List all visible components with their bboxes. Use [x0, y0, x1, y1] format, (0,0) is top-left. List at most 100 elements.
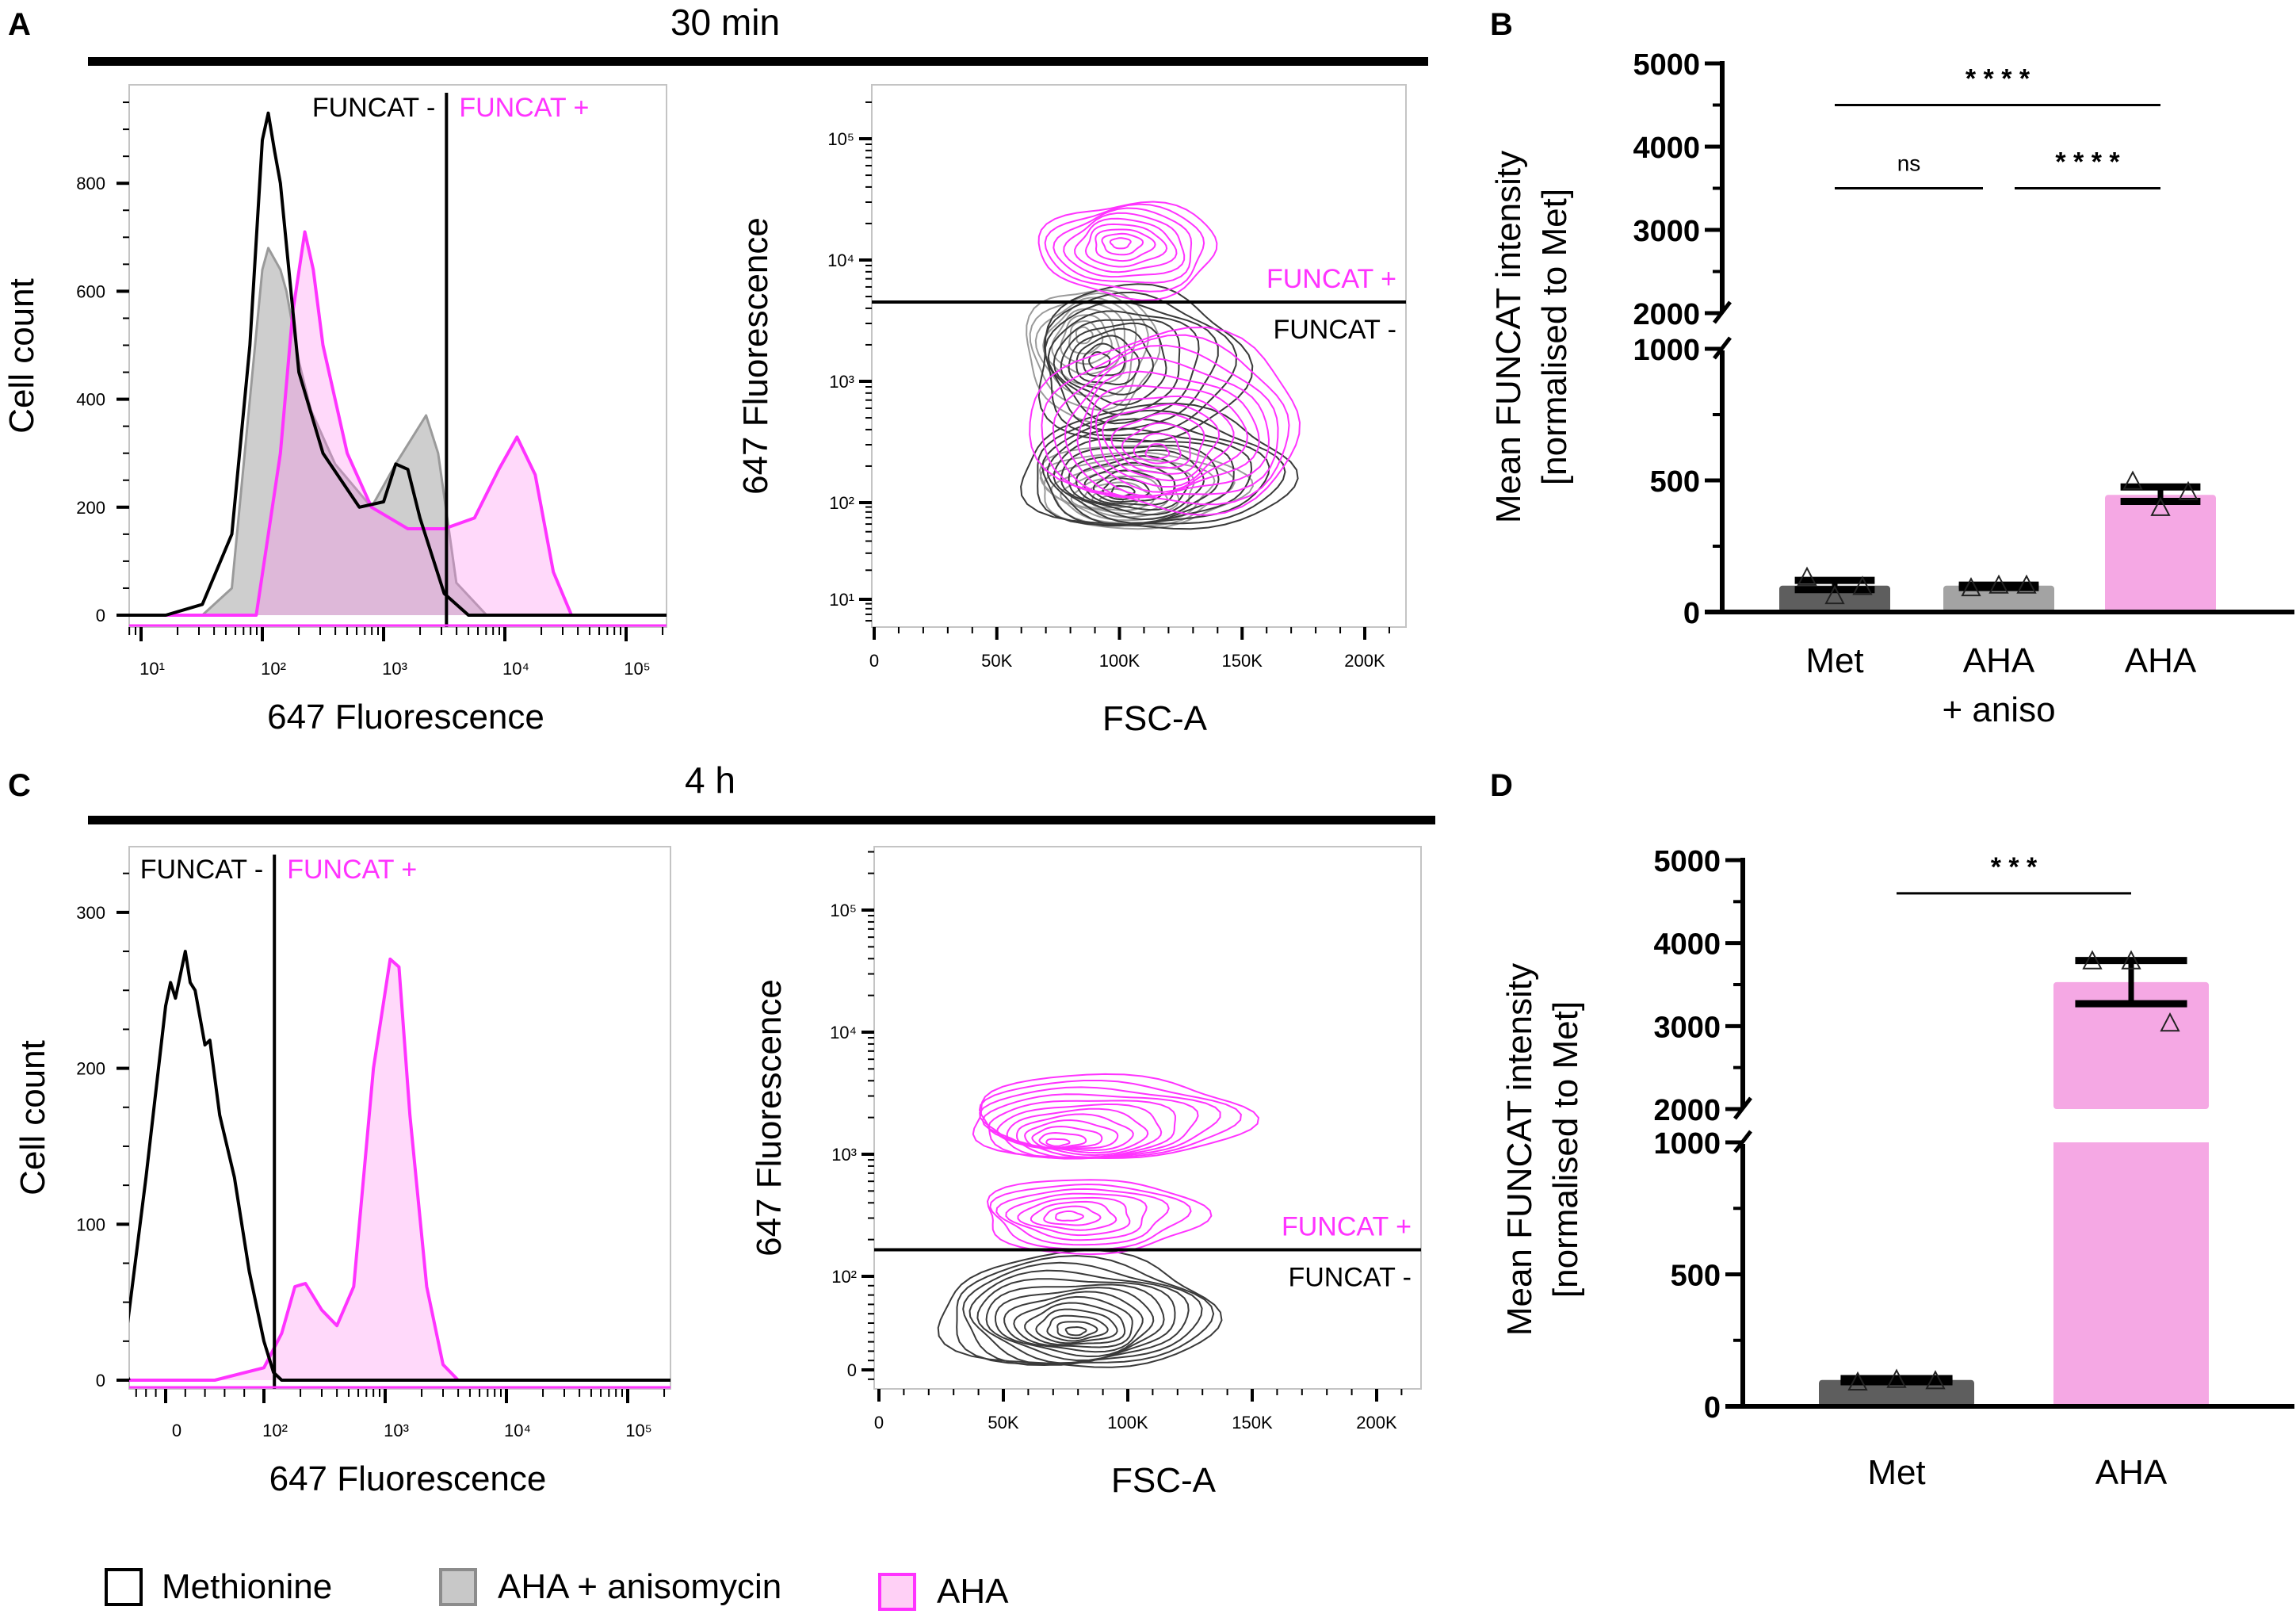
gate-label-negative: FUNCAT - — [312, 93, 436, 123]
legend-swatch-aha — [878, 1573, 916, 1611]
contour-methionine — [1046, 1314, 1109, 1342]
contour-panel-c: FUNCAT + FUNCAT - 0 50K 100K 150K 200K 0 10² 10³ 1… — [750, 846, 1422, 1500]
x-tick-label: 10³ — [384, 1421, 409, 1440]
contour-methionine — [994, 1287, 1155, 1358]
x-tick-label: 10² — [262, 1421, 288, 1440]
y-tick-label: 0 — [96, 1371, 105, 1390]
contour-aha — [1006, 1107, 1149, 1154]
x-axis-label: FSC-A — [1102, 699, 1208, 738]
data-point-triangle — [1961, 576, 1981, 597]
series-layer — [129, 111, 667, 617]
x-axis-label: 647 Fluorescence — [269, 1459, 547, 1498]
contour-aha — [1076, 370, 1260, 497]
contour-aha — [1005, 1192, 1148, 1241]
contour-aha — [996, 1103, 1163, 1157]
y-axis-label: [normalised to Met] — [1546, 1001, 1585, 1298]
contour-methionine — [1064, 1325, 1087, 1337]
contour-aha — [1110, 412, 1205, 475]
contour-aha — [1144, 443, 1171, 460]
data-point-triangle — [2016, 574, 2037, 594]
contour-methionine — [1088, 350, 1111, 369]
contour-aha — [1044, 203, 1205, 293]
contour-methionine — [1044, 300, 1219, 431]
x-tick-label: 100K — [1099, 651, 1140, 671]
histogram-line-aha-anisomycin — [129, 247, 667, 617]
x-tick-label: 10⁴ — [504, 1421, 531, 1440]
y-tick-label: 10² — [831, 1267, 857, 1287]
gate-label-positive: FUNCAT + — [1266, 264, 1396, 294]
contour-methionine — [1052, 438, 1235, 524]
contour-aha — [1041, 334, 1290, 506]
contour-aha-anisomycin — [1042, 302, 1127, 386]
contour-aha — [1095, 395, 1235, 488]
significance-label: * * * * — [2055, 147, 2120, 178]
x-tick-label: 10⁴ — [502, 659, 529, 679]
contour-panel-a: FUNCAT + FUNCAT - 0 50K 100K 150K 200K 10¹ 10² 10… — [736, 84, 1407, 738]
x-tick-label: 10¹ — [139, 659, 165, 679]
y-axis-label: [normalised to Met] — [1535, 189, 1574, 485]
legend-swatch-aha-anisomycin — [439, 1568, 477, 1606]
x-tick-label: 50K — [981, 651, 1012, 671]
contour-aha — [979, 1086, 1221, 1160]
contour-methionine — [976, 1278, 1176, 1364]
contour-aha — [995, 1188, 1170, 1246]
contour-aha — [1088, 384, 1248, 493]
contour-methionine — [1052, 318, 1181, 416]
category-label: Met — [1805, 641, 1863, 680]
contour-methionine — [1037, 283, 1254, 443]
contour-methionine — [1035, 1308, 1118, 1345]
bar — [1819, 1379, 1974, 1406]
contour-aha — [1109, 237, 1132, 250]
contour-aha — [1074, 217, 1178, 273]
y-tick-label: 400 — [76, 390, 105, 410]
contour-aha — [1029, 326, 1301, 516]
data-point-triangle — [1824, 584, 1845, 605]
y-axis-label: Cell count — [13, 1040, 52, 1195]
category-label: Met — [1867, 1453, 1925, 1492]
bar-lower-segment — [2053, 1142, 2209, 1406]
gate-label-positive: FUNCAT + — [459, 93, 589, 123]
y-tick-label: 10¹ — [829, 590, 854, 610]
contour-layer — [937, 1073, 1260, 1368]
bar — [2105, 495, 2216, 612]
y-tick-label: 300 — [76, 903, 105, 923]
y-tick-label: 1000 — [1653, 1127, 1721, 1161]
x-tick-label: 10² — [261, 659, 286, 679]
contour-aha — [1017, 1196, 1131, 1237]
legend-swatch-methionine — [105, 1568, 143, 1606]
contour-aha — [1052, 207, 1193, 284]
contour-methionine — [1003, 1291, 1144, 1353]
contour-aha — [1064, 357, 1270, 499]
y-tick-label: 10⁴ — [830, 1023, 857, 1042]
legend: Methionine AHA + anisomycin AHA — [105, 1567, 1009, 1611]
gate-label-negative: FUNCAT - — [140, 855, 264, 885]
data-point-triangle — [1847, 1371, 1868, 1391]
plot-frame — [128, 846, 671, 1390]
contour-aha — [989, 1183, 1192, 1251]
contour-methionine — [1093, 469, 1163, 503]
contour-methionine — [1082, 342, 1126, 377]
contour-methionine — [1020, 402, 1299, 530]
x-tick-label: 0 — [172, 1421, 181, 1440]
y-tick-label: 4000 — [1653, 928, 1721, 962]
contour-methionine — [1068, 327, 1155, 396]
y-axis-label: Mean FUNCAT intensity — [1500, 963, 1539, 1336]
contour-methionine — [1110, 484, 1136, 498]
contour-aha — [1121, 422, 1191, 469]
contour-methionine — [962, 1261, 1203, 1367]
contour-aha — [978, 1080, 1242, 1160]
contour-aha — [981, 1093, 1199, 1160]
contour-aha-anisomycin — [1068, 319, 1104, 355]
contour-aha-anisomycin — [1081, 481, 1155, 511]
x-tick-label: 10⁵ — [625, 1421, 652, 1440]
contour-aha-anisomycin — [1029, 292, 1149, 411]
gate-label-positive: FUNCAT + — [287, 855, 417, 885]
y-tick-label: 5000 — [1633, 48, 1700, 82]
contour-aha — [1043, 1205, 1102, 1226]
y-tick-label: 2000 — [1633, 298, 1700, 331]
contour-methionine — [968, 1269, 1190, 1366]
histogram-panel-c: FUNCAT - FUNCAT + 0 100 200 300 0 10² 10³ 10⁴ 10⁵ 6… — [13, 846, 671, 1498]
contour-methionine — [1041, 418, 1270, 527]
contour-aha-anisomycin — [1075, 326, 1094, 345]
